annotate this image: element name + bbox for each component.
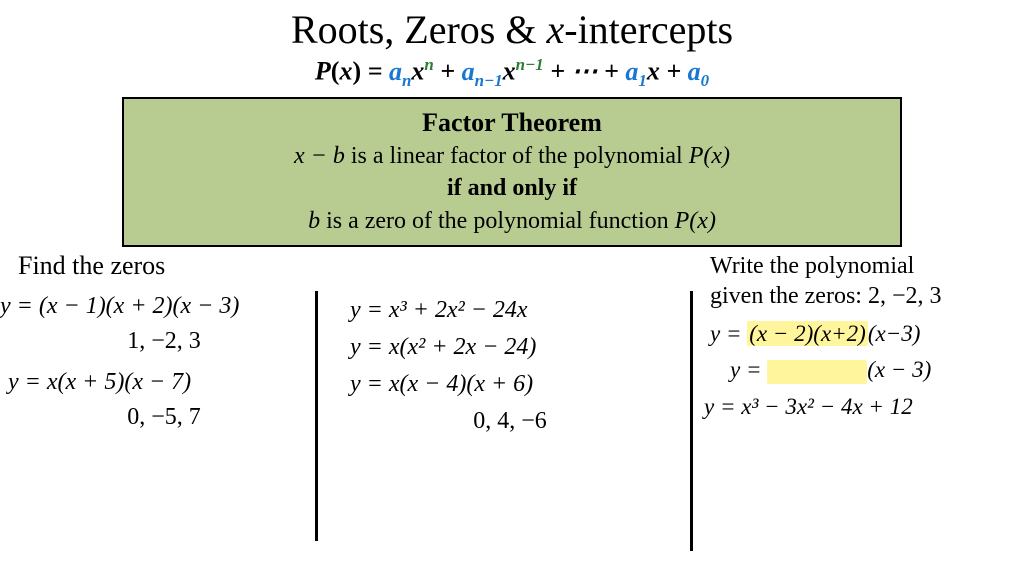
coef-a0: a xyxy=(688,57,701,86)
title-text-1: Roots, Zeros & xyxy=(291,7,547,52)
theorem-xmb: x − b xyxy=(294,143,345,169)
column-2: y = x³ + 2x² − 24x y = x(x² + 2x − 24) y… xyxy=(330,251,670,449)
theorem-l2-text: is a zero of the polynomial function xyxy=(320,208,675,234)
theorem-px1: P(x) xyxy=(689,143,730,169)
col3-h-l1: Write the polynomial xyxy=(710,253,914,279)
theorem-b: b xyxy=(308,208,320,234)
col3-eq1-highlight: (x − 2)(x+2) xyxy=(747,321,868,346)
factor-theorem-box: Factor Theorem x − b is a linear factor … xyxy=(122,97,902,247)
theorem-px2: P(x) xyxy=(675,208,716,234)
divider-2 xyxy=(690,291,693,551)
theorem-line-2: b is a zero of the polynomial function P… xyxy=(134,205,890,237)
examples-region: Find the zeros y = (x − 1)(x + 2)(x − 3)… xyxy=(0,251,1024,551)
sub-1: 1 xyxy=(638,71,646,90)
sub-0: 0 xyxy=(701,71,709,90)
col3-eq2-post: (x − 3) xyxy=(867,357,931,382)
theorem-iff: if and only if xyxy=(134,172,890,204)
column-1: Find the zeros y = (x − 1)(x + 2)(x − 3)… xyxy=(0,251,310,445)
col3-eq2: y = (x − 3) xyxy=(710,357,1020,384)
title-text-2: -intercepts xyxy=(564,7,733,52)
poly-x: x xyxy=(339,57,352,86)
divider-1 xyxy=(315,291,318,541)
poly-x3: x xyxy=(647,57,660,86)
col1-eq2: y = x(x + 5)(x − 7) xyxy=(8,369,310,396)
poly-x1: x xyxy=(411,57,424,86)
col3-eq1-pre: y = xyxy=(710,321,747,346)
col2-eq1: y = x³ + 2x² − 24x xyxy=(350,297,670,324)
col2-eq3: y = x(x − 4)(x + 6) xyxy=(350,371,670,398)
sub-nm1: n−1 xyxy=(475,71,503,90)
theorem-line-1: x − b is a linear factor of the polynomi… xyxy=(134,140,890,172)
col1-heading: Find the zeros xyxy=(18,251,310,281)
exp-n: n xyxy=(424,55,433,74)
col2-eq2: y = x(x² + 2x − 24) xyxy=(350,334,670,361)
column-3: Write the polynomial given the zeros: 2,… xyxy=(700,251,1020,430)
col2-ans: 0, 4, −6 xyxy=(350,408,670,435)
poly-x2: x xyxy=(503,57,516,86)
poly-eq: = xyxy=(361,57,389,86)
poly-P: P xyxy=(315,57,331,86)
col3-eq2-pre: y = xyxy=(730,357,767,382)
col3-h-l2: given the zeros: 2, −2, 3 xyxy=(710,283,941,309)
col3-eq3: y = x³ − 3x² − 4x + 12 xyxy=(704,394,1020,420)
exp-nm1: n−1 xyxy=(516,55,544,74)
general-polynomial: P(x) = anxn + an−1xn−1 + ⋯ + a1x + a0 xyxy=(0,55,1024,91)
col1-ans2: 0, −5, 7 xyxy=(18,404,310,431)
title-var: x xyxy=(546,7,564,52)
col3-eq2-blank-highlight xyxy=(767,360,867,384)
theorem-l1-text: is a linear factor of the polynomial xyxy=(345,143,689,169)
col3-heading: Write the polynomial given the zeros: 2,… xyxy=(710,251,1020,311)
theorem-title: Factor Theorem xyxy=(134,105,890,140)
sub-n: n xyxy=(402,71,411,90)
poly-dots: + ⋯ + xyxy=(544,57,626,86)
col3-eq1-post: (x−3) xyxy=(868,321,921,346)
coef-a1: a xyxy=(625,57,638,86)
coef-an: a xyxy=(389,57,402,86)
page-title: Roots, Zeros & x-intercepts xyxy=(0,6,1024,53)
col1-ans1: 1, −2, 3 xyxy=(18,328,310,355)
col1-eq1: y = (x − 1)(x + 2)(x − 3) xyxy=(0,293,310,320)
col3-eq1: y = (x − 2)(x+2)(x−3) xyxy=(710,321,1020,347)
coef-anm1: a xyxy=(462,57,475,86)
